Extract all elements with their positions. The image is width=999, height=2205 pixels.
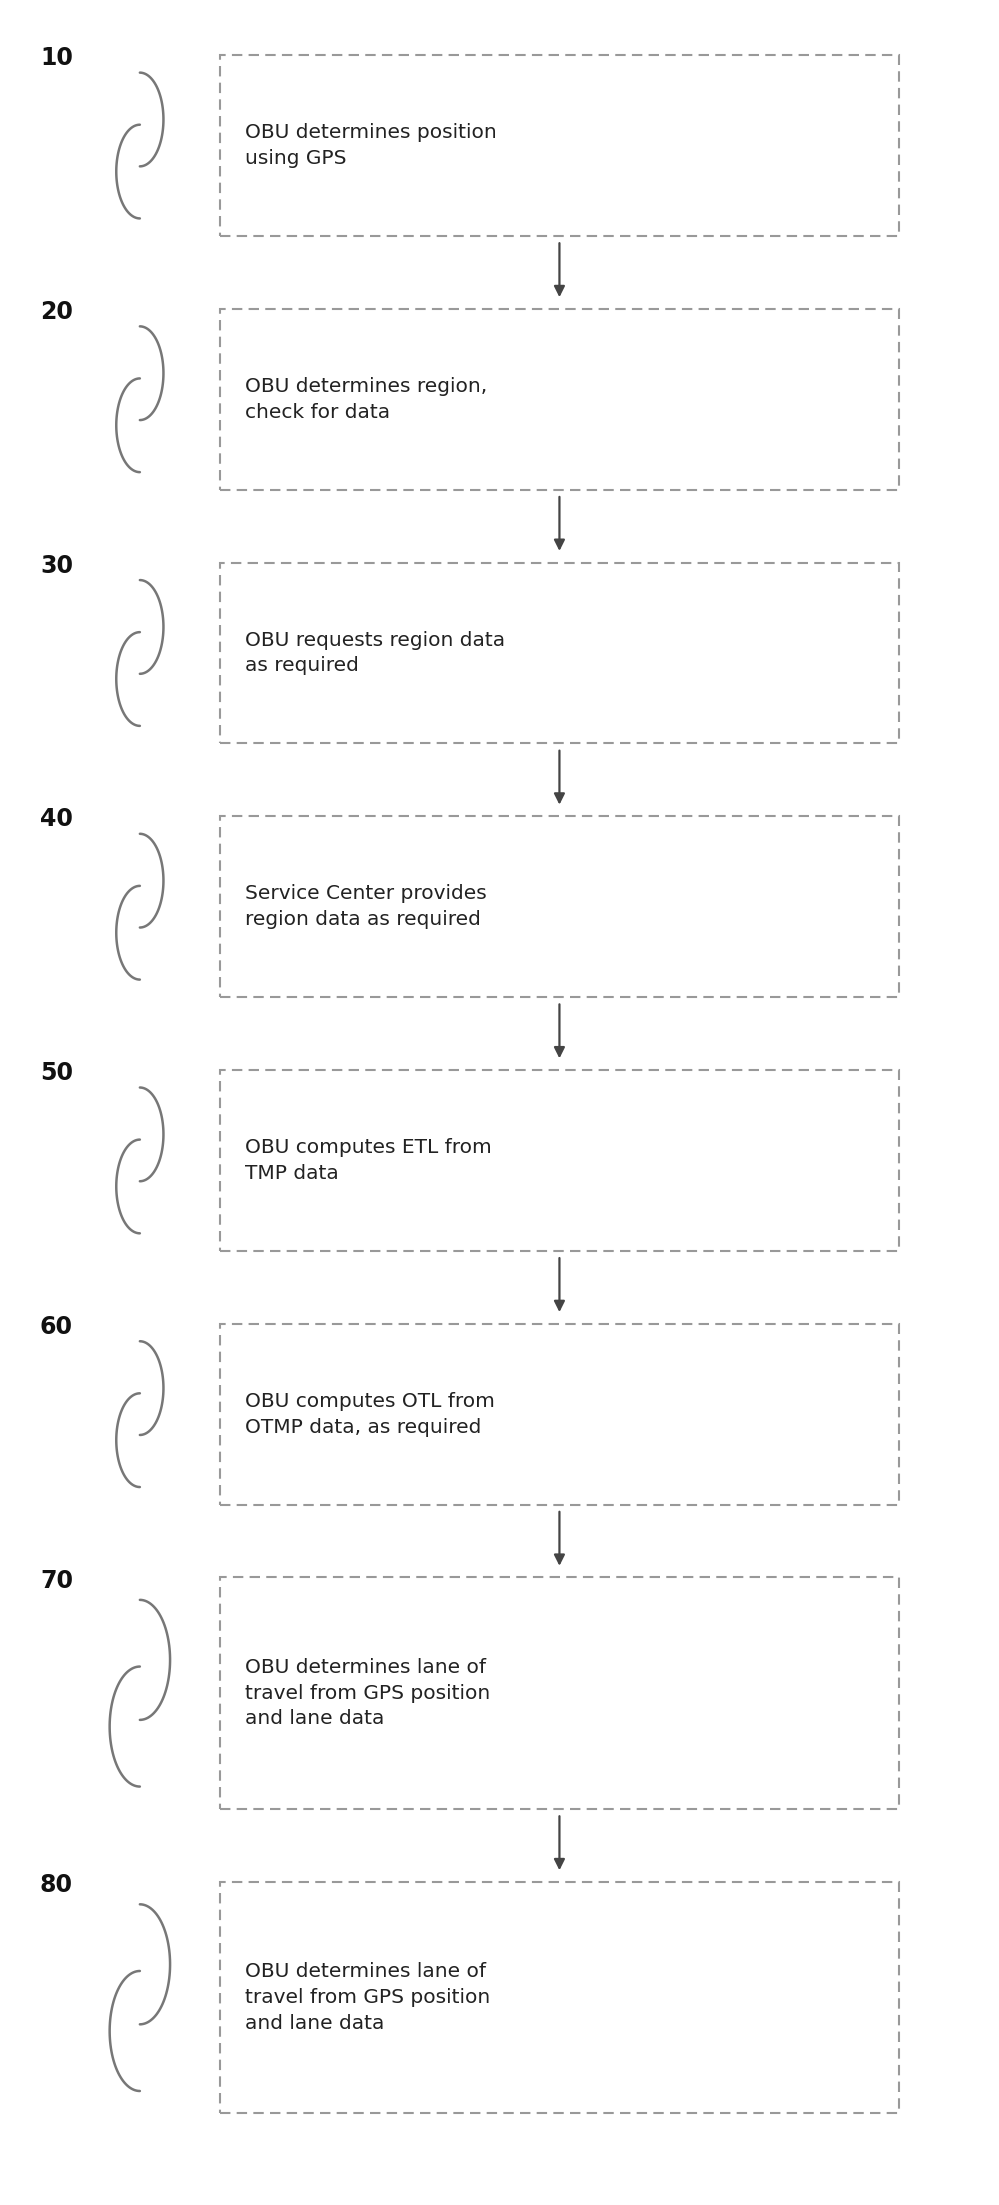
Text: OBU determines position
using GPS: OBU determines position using GPS	[245, 123, 497, 168]
Text: OBU determines lane of
travel from GPS position
and lane data: OBU determines lane of travel from GPS p…	[245, 1962, 490, 2033]
Text: Service Center provides
region data as required: Service Center provides region data as r…	[245, 884, 487, 928]
Bar	[220, 1577, 899, 1808]
Bar	[220, 562, 899, 743]
Text: OBU computes OTL from
OTMP data, as required: OBU computes OTL from OTMP data, as requ…	[245, 1391, 495, 1435]
Text: 50: 50	[40, 1061, 73, 1085]
Text: 70: 70	[40, 1568, 73, 1592]
Text: OBU requests region data
as required: OBU requests region data as required	[245, 631, 504, 675]
Bar	[220, 1069, 899, 1250]
Text: 10: 10	[40, 46, 73, 71]
Bar	[220, 1881, 899, 2112]
Bar	[220, 816, 899, 997]
Text: 20: 20	[40, 300, 73, 324]
Text: 60: 60	[40, 1314, 73, 1338]
Text: 80: 80	[40, 1872, 73, 1896]
Bar	[220, 1323, 899, 1504]
Text: 30: 30	[40, 553, 73, 578]
Text: OBU computes ETL from
TMP data: OBU computes ETL from TMP data	[245, 1138, 492, 1182]
Text: OBU determines region,
check for data: OBU determines region, check for data	[245, 377, 487, 421]
Bar	[220, 309, 899, 490]
Text: 40: 40	[40, 807, 73, 831]
Bar	[220, 55, 899, 236]
Text: OBU determines lane of
travel from GPS position
and lane data: OBU determines lane of travel from GPS p…	[245, 1658, 490, 1729]
